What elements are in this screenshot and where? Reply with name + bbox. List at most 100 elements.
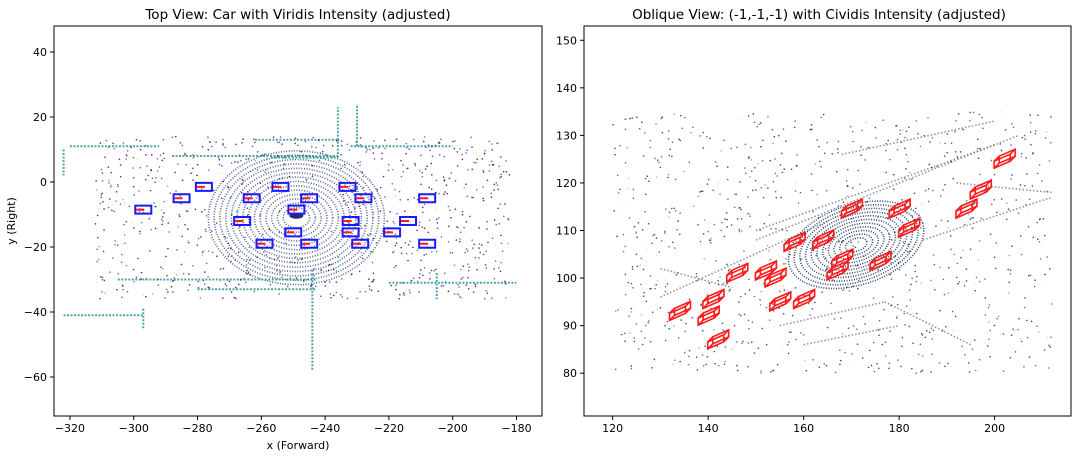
lidar-point bbox=[281, 143, 283, 145]
lidar-point bbox=[169, 206, 172, 208]
lidar-point bbox=[387, 163, 390, 166]
oblique-view-panel: Oblique View: (-1,-1,-1) with Cividis In… bbox=[556, 7, 1072, 435]
lidar-point bbox=[321, 150, 324, 153]
x-tick-label: 200 bbox=[984, 422, 1005, 435]
lidar-point bbox=[407, 198, 409, 201]
lidar-point bbox=[178, 213, 180, 216]
lidar-point bbox=[744, 167, 746, 169]
lidar-point bbox=[97, 258, 100, 261]
lidar-point bbox=[736, 369, 739, 372]
lidar-point bbox=[151, 177, 154, 180]
lidar-point bbox=[416, 280, 419, 283]
lidar-point bbox=[743, 313, 746, 316]
lidar-point bbox=[439, 154, 441, 156]
lidar-point bbox=[950, 248, 952, 251]
lidar-point bbox=[407, 244, 410, 246]
lidar-point bbox=[620, 333, 623, 336]
lidar-point bbox=[699, 135, 701, 137]
lidar-point bbox=[661, 116, 664, 118]
lidar-point bbox=[1030, 320, 1033, 323]
lidar-point bbox=[846, 286, 849, 288]
lidar-point bbox=[164, 297, 166, 299]
lidar-point bbox=[504, 296, 507, 299]
lidar-point bbox=[484, 152, 486, 154]
lidar-point bbox=[429, 278, 431, 280]
lidar-point bbox=[678, 233, 681, 236]
lidar-point bbox=[640, 283, 642, 286]
lidar-point bbox=[422, 206, 424, 209]
lidar-point bbox=[774, 190, 777, 193]
lidar-point bbox=[822, 226, 824, 229]
lidar-point bbox=[763, 222, 766, 225]
lidar-point bbox=[251, 145, 254, 148]
lidar-point bbox=[846, 168, 849, 171]
lidar-point bbox=[96, 281, 99, 284]
bounding-box-3d bbox=[969, 178, 993, 201]
lidar-point bbox=[739, 181, 741, 183]
lidar-point bbox=[1036, 238, 1039, 241]
lidar-point bbox=[495, 182, 498, 184]
lidar-point bbox=[739, 314, 742, 317]
lidar-point bbox=[440, 236, 443, 238]
lidar-point bbox=[400, 252, 403, 255]
lidar-point bbox=[630, 367, 633, 370]
lidar-point bbox=[139, 140, 141, 142]
top-view-xticks: −320 −300 −280 −260 −240 −220 −200 −180 bbox=[55, 416, 532, 435]
lidar-point bbox=[823, 363, 826, 365]
lidar-point bbox=[119, 164, 122, 166]
lidar-point bbox=[963, 285, 966, 287]
lidar-point bbox=[450, 216, 452, 219]
lidar-point bbox=[624, 162, 627, 164]
lidar-point bbox=[428, 219, 431, 222]
lidar-point bbox=[240, 191, 243, 194]
y-tick-label: 150 bbox=[556, 34, 577, 47]
lidar-point bbox=[897, 359, 899, 361]
structure-points bbox=[803, 324, 900, 346]
lidar-point bbox=[167, 247, 169, 250]
lidar-point bbox=[643, 337, 646, 339]
bounding-box bbox=[383, 227, 402, 238]
lidar-point bbox=[1000, 333, 1002, 336]
lidar-point bbox=[901, 199, 903, 201]
lidar-point bbox=[482, 199, 485, 202]
lidar-point bbox=[748, 213, 750, 215]
lidar-point bbox=[352, 188, 354, 190]
lidar-point bbox=[188, 284, 191, 286]
lidar-point bbox=[139, 230, 141, 233]
lidar-point bbox=[486, 220, 488, 223]
lidar-point bbox=[239, 159, 242, 162]
lidar-point bbox=[995, 242, 998, 244]
lidar-point bbox=[834, 216, 837, 219]
lidar-point bbox=[918, 214, 920, 216]
lidar-point bbox=[692, 205, 695, 207]
lidar-point bbox=[738, 301, 740, 303]
lidar-point bbox=[140, 271, 143, 274]
lidar-point bbox=[313, 274, 315, 277]
lidar-point bbox=[794, 190, 797, 192]
lidar-point bbox=[259, 182, 262, 184]
lidar-point bbox=[337, 139, 340, 142]
lidar-point bbox=[418, 224, 421, 226]
lidar-point bbox=[476, 268, 478, 271]
lidar-point bbox=[467, 168, 469, 171]
lidar-point bbox=[619, 144, 621, 147]
lidar-point bbox=[866, 201, 868, 203]
scan-ring bbox=[265, 193, 328, 242]
lidar-point bbox=[394, 244, 397, 247]
y-tick-label: 130 bbox=[556, 129, 577, 142]
lidar-point bbox=[474, 283, 477, 286]
lidar-point bbox=[911, 215, 914, 217]
lidar-point bbox=[709, 137, 711, 140]
lidar-point bbox=[793, 126, 796, 129]
lidar-point bbox=[493, 219, 496, 221]
lidar-point bbox=[1029, 114, 1032, 116]
lidar-point bbox=[726, 166, 729, 168]
lidar-point bbox=[713, 350, 716, 353]
x-tick-label: −300 bbox=[119, 422, 149, 435]
lidar-point bbox=[211, 251, 214, 254]
lidar-point bbox=[688, 298, 691, 301]
lidar-point bbox=[245, 273, 248, 275]
lidar-point bbox=[651, 367, 654, 369]
lidar-point bbox=[641, 121, 643, 124]
lidar-point bbox=[275, 264, 278, 267]
